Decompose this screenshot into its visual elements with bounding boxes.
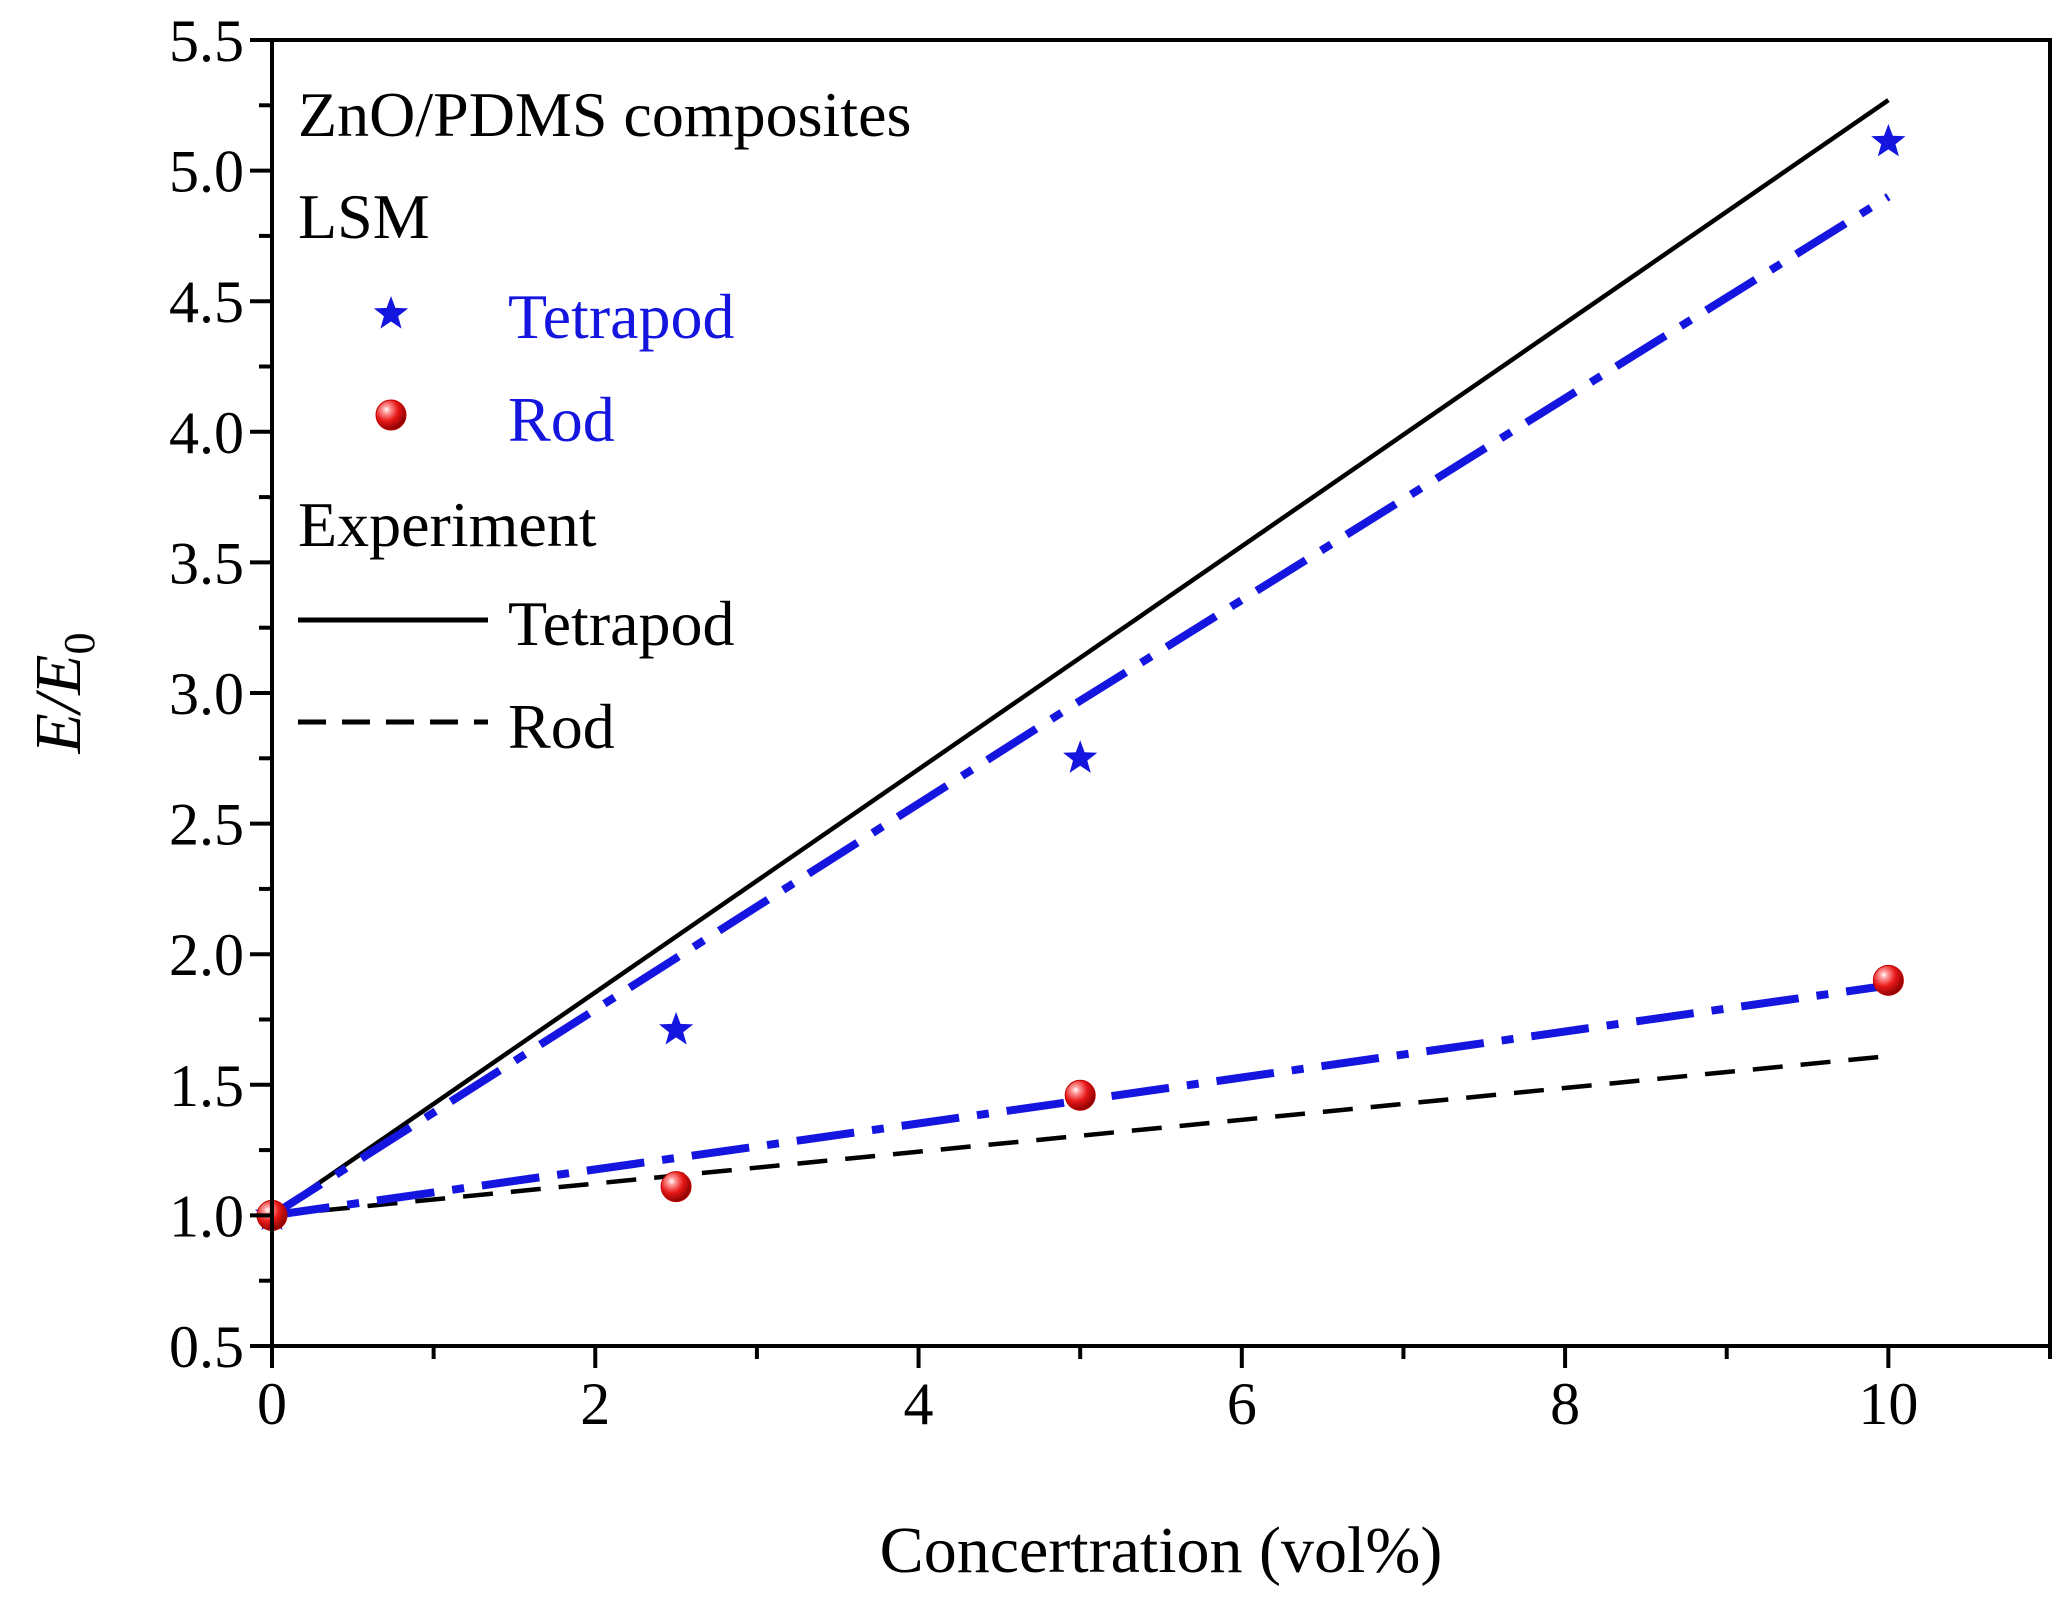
- rod-sphere-point: [1872, 964, 1904, 996]
- plot-series: [254, 98, 1906, 1231]
- x-tick-label: 10: [1858, 1371, 1918, 1437]
- rod-sphere-point: [660, 1171, 692, 1203]
- y-axis-title-main: E/E: [22, 655, 95, 755]
- legend-group-lsm-title: LSM: [298, 181, 430, 252]
- legend-title: ZnO/PDMS composites: [298, 79, 911, 150]
- series-line-lsm-tetrapod-fit: [269, 193, 1891, 1219]
- tetrapod-star-point: [1063, 740, 1098, 773]
- y-tick-label: 3.5: [169, 530, 244, 596]
- x-tick-label: 2: [580, 1371, 610, 1437]
- y-tick-label: 4.5: [169, 269, 244, 335]
- x-axis-title: Concertration (vol%): [880, 1514, 1443, 1587]
- y-tick-label: 0.5: [169, 1314, 244, 1380]
- legend-experiment-rod-label: Rod: [508, 691, 615, 762]
- legend: ZnO/PDMS composites LSM Tetrapod Rod Exp…: [298, 79, 911, 762]
- y-tick-label: 5.5: [169, 8, 244, 74]
- legend-group-experiment-title: Experiment: [298, 489, 597, 560]
- series-line-experiment-rod: [271, 1053, 1889, 1218]
- legend-experiment-tetrapod-label: Tetrapod: [508, 588, 735, 659]
- legend-star-marker: [373, 296, 409, 329]
- legend-lsm-rod-label: Rod: [508, 384, 615, 455]
- legend-sphere-marker: [375, 399, 407, 431]
- tetrapod-star-point: [1871, 123, 1906, 157]
- x-tick-label: 0: [257, 1371, 287, 1437]
- y-tick-label: 1.5: [169, 1053, 244, 1119]
- y-axis-ticks: 0.5 1.0 1.5 2.0 2.5 3.0 3.5 4.0 4.5 5.0 5.5: [169, 8, 272, 1380]
- y-tick-label: 1.0: [169, 1183, 244, 1249]
- tetrapod-star-point: [659, 1011, 694, 1045]
- y-axis-title: E/E0: [22, 633, 104, 755]
- x-axis-ticks: 0 2 4 6 8 10: [257, 1346, 2052, 1437]
- y-tick-label: 2.0: [169, 922, 244, 988]
- series-line-experiment-tetrapod: [270, 98, 1890, 1218]
- x-tick-label: 8: [1550, 1371, 1580, 1437]
- y-tick-label: 2.5: [169, 792, 244, 858]
- y-axis-title-subscript: 0: [55, 633, 104, 655]
- x-tick-label: 6: [1227, 1371, 1257, 1437]
- rod-sphere-point: [1064, 1079, 1096, 1111]
- y-tick-label: 4.0: [169, 400, 244, 466]
- x-tick-label: 4: [904, 1371, 934, 1437]
- y-tick-label: 3.0: [169, 661, 244, 727]
- y-tick-label: 5.0: [169, 139, 244, 205]
- legend-lsm-tetrapod-label: Tetrapod: [508, 281, 735, 352]
